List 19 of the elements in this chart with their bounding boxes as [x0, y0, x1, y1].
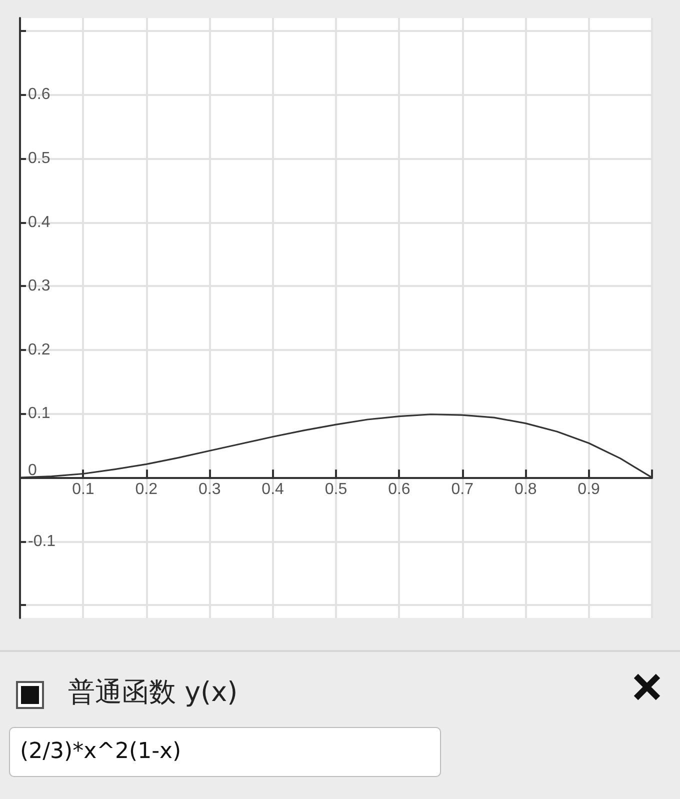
y-tick-label: 0.4 [28, 214, 50, 231]
y-tick-label: 0.6 [28, 86, 50, 104]
y-tick-label: 0.1 [28, 405, 50, 422]
y-tick-label: -0.1 [28, 532, 56, 550]
x-tick-label: 0.8 [514, 481, 537, 498]
x-tick-label: 0.1 [72, 481, 94, 498]
x-tick-label: 0.7 [451, 481, 474, 498]
text: (2/3)*x^2(1-x) [9, 727, 441, 777]
y-tick-label: 0.5 [28, 150, 50, 167]
x-tick-label: 0.6 [388, 481, 410, 498]
x-tick-label: 0.4 [262, 481, 284, 498]
text: 普通函数 y(x) [68, 676, 238, 710]
x-tick-label: 0.2 [135, 481, 158, 498]
x-tick-label: 0.5 [324, 481, 348, 498]
x-tick-label: 0.9 [578, 481, 600, 498]
y-tick-label: 0.3 [28, 278, 50, 295]
y-tick-label: 0 [28, 462, 37, 480]
x-tick-label: 0.3 [198, 481, 221, 498]
y-tick-label: 0.2 [28, 341, 50, 358]
